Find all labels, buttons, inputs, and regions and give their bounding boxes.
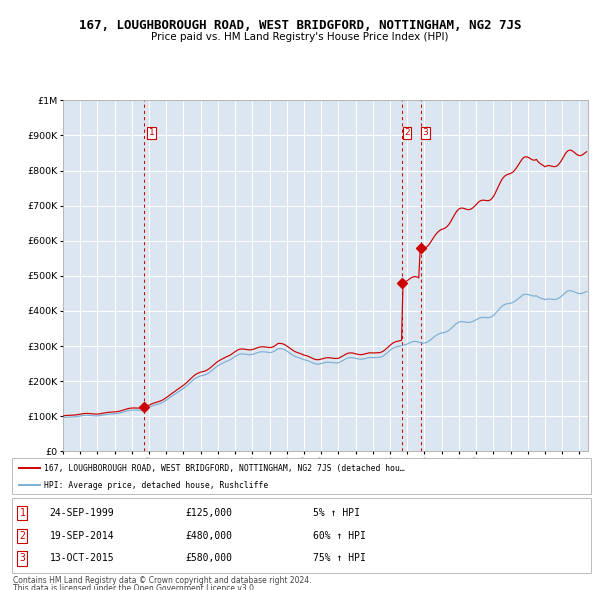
Text: 167, LOUGHBOROUGH ROAD, WEST BRIDGFORD, NOTTINGHAM, NG2 7JS (detached hou…: 167, LOUGHBOROUGH ROAD, WEST BRIDGFORD, … <box>44 464 405 473</box>
FancyBboxPatch shape <box>12 498 591 573</box>
Text: £580,000: £580,000 <box>186 553 233 563</box>
Text: 5% ↑ HPI: 5% ↑ HPI <box>313 508 360 518</box>
Text: 1: 1 <box>19 508 25 518</box>
Text: HPI: Average price, detached house, Rushcliffe: HPI: Average price, detached house, Rush… <box>44 481 269 490</box>
Text: This data is licensed under the Open Government Licence v3.0.: This data is licensed under the Open Gov… <box>13 584 257 590</box>
Text: 3: 3 <box>422 129 428 137</box>
Text: Price paid vs. HM Land Registry's House Price Index (HPI): Price paid vs. HM Land Registry's House … <box>151 32 449 42</box>
Text: £125,000: £125,000 <box>186 508 233 518</box>
Text: 75% ↑ HPI: 75% ↑ HPI <box>313 553 366 563</box>
Text: £480,000: £480,000 <box>186 531 233 540</box>
Text: 2: 2 <box>19 531 25 540</box>
Text: Contains HM Land Registry data © Crown copyright and database right 2024.: Contains HM Land Registry data © Crown c… <box>13 576 312 585</box>
Text: 60% ↑ HPI: 60% ↑ HPI <box>313 531 366 540</box>
Text: 13-OCT-2015: 13-OCT-2015 <box>50 553 114 563</box>
Text: 3: 3 <box>19 553 25 563</box>
Text: 19-SEP-2014: 19-SEP-2014 <box>50 531 114 540</box>
Text: 24-SEP-1999: 24-SEP-1999 <box>50 508 114 518</box>
Text: 167, LOUGHBOROUGH ROAD, WEST BRIDGFORD, NOTTINGHAM, NG2 7JS: 167, LOUGHBOROUGH ROAD, WEST BRIDGFORD, … <box>79 19 521 32</box>
Text: 1: 1 <box>149 129 154 137</box>
Text: 2: 2 <box>404 129 410 137</box>
FancyBboxPatch shape <box>12 458 591 494</box>
